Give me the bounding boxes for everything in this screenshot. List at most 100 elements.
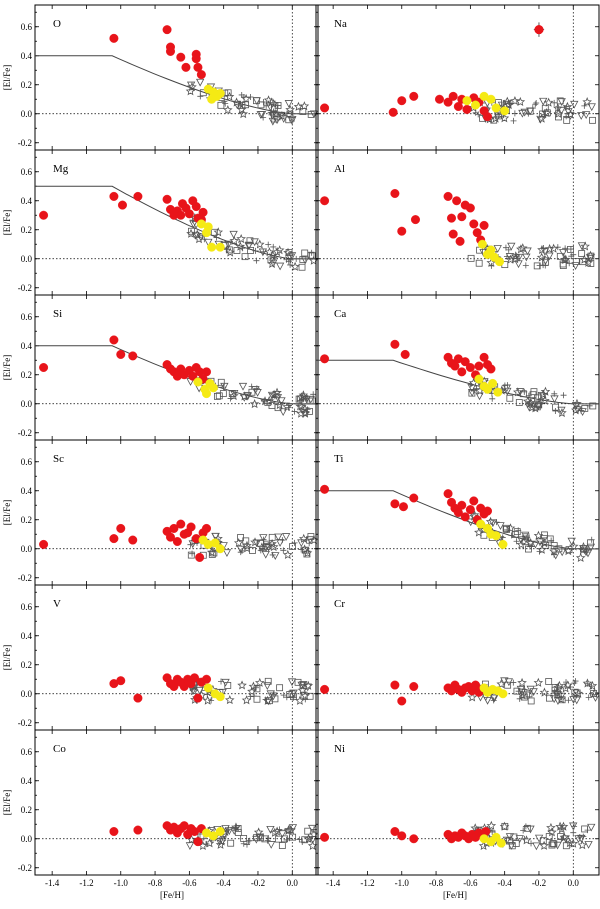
y-axis-label: [El/Fe]	[2, 500, 12, 526]
comparison-square	[556, 97, 564, 105]
error-bar-point	[534, 25, 544, 35]
red-data-point	[469, 496, 479, 506]
panel-frame	[315, 149, 600, 296]
comparison-star	[577, 840, 588, 850]
element-label: O	[53, 18, 61, 30]
comparison-star	[247, 686, 257, 696]
comparison-triangle	[466, 518, 475, 527]
comparison-triangle	[189, 220, 198, 229]
x-axis-label-left: [Fe/H]	[160, 890, 184, 900]
element-label: Ti	[334, 453, 343, 465]
comparison-cross	[508, 532, 515, 539]
red-data-point	[448, 229, 458, 239]
comparison-square	[506, 394, 514, 402]
comparison-triangle	[535, 538, 545, 547]
x-tick-label: -1.2	[79, 878, 93, 888]
red-data-point	[443, 489, 453, 499]
panel-ca: Ca	[315, 294, 600, 441]
comparison-triangle	[488, 519, 498, 528]
comparison-cross	[540, 245, 547, 252]
x-tick-label: -1.0	[395, 878, 410, 888]
comparison-square	[219, 390, 227, 397]
comparison-star	[302, 547, 313, 558]
comparison-square	[286, 110, 294, 118]
comparison-cross	[239, 547, 246, 554]
panel-ti: Ti	[315, 439, 600, 586]
red-data-point	[397, 831, 407, 841]
comparison-triangle	[467, 388, 477, 397]
comparison-cross	[581, 102, 588, 109]
y-tick-label: 0.4	[21, 341, 33, 351]
red-data-point	[109, 335, 119, 345]
red-data-point	[320, 484, 330, 494]
comparison-triangle	[569, 696, 578, 704]
comparison-cross	[285, 258, 292, 265]
comparison-triangle	[517, 536, 526, 545]
red-data-point	[193, 693, 203, 703]
comparison-square	[266, 697, 273, 705]
red-data-point	[457, 500, 467, 510]
red-data-point	[172, 537, 182, 547]
comparison-triangle	[540, 535, 549, 543]
yellow-data-point	[208, 383, 218, 393]
comparison-square	[545, 833, 553, 840]
y-tick-label: 0.4	[21, 486, 33, 496]
comparison-triangle	[515, 835, 524, 843]
x-tick-label: -0.8	[148, 878, 163, 888]
comparison-square	[581, 825, 589, 833]
yellow-data-point	[477, 239, 487, 249]
comparison-triangle	[532, 842, 541, 851]
comparison-star	[213, 227, 224, 237]
comparison-triangle	[306, 395, 315, 404]
y-tick-label: 0.2	[21, 805, 32, 815]
red-data-point	[409, 493, 419, 503]
comparison-cross	[304, 406, 311, 413]
comparison-triangle	[281, 533, 291, 541]
comparison-square	[290, 693, 297, 701]
comparison-triangle	[204, 238, 213, 247]
comparison-square	[563, 116, 571, 124]
comparison-star	[192, 229, 203, 239]
red-data-point	[455, 236, 465, 246]
y-tick-label: 0.4	[21, 196, 33, 206]
comparison-triangle	[531, 540, 540, 549]
comparison-star	[303, 833, 314, 843]
y-tick-label: 0.2	[21, 660, 32, 670]
comparison-triangle	[545, 252, 554, 261]
comparison-triangle	[225, 827, 234, 836]
comparison-cross	[271, 109, 278, 116]
red-data-point	[472, 228, 482, 238]
comparison-square	[304, 827, 312, 835]
red-data-point	[446, 213, 456, 223]
comparison-square	[210, 228, 218, 236]
comparison-triangle	[475, 392, 484, 401]
panel-o: -0.2 0.0 0.2 0.4 0.6 [El/Fe] O	[2, 4, 319, 151]
comparison-cross	[529, 105, 536, 112]
comparison-star	[515, 96, 526, 107]
comparison-star	[242, 540, 252, 550]
comparison-cross	[247, 94, 254, 101]
red-data-point	[320, 354, 330, 364]
red-data-point	[465, 203, 475, 213]
comparison-triangle	[224, 240, 233, 249]
comparison-triangle	[238, 382, 248, 391]
comparison-triangle	[266, 103, 275, 112]
comparison-triangle	[275, 262, 285, 271]
element-label: Al	[334, 163, 345, 175]
comparison-cross	[291, 539, 298, 546]
comparison-square	[512, 531, 519, 538]
comparison-triangle	[503, 387, 512, 396]
element-label: Sc	[53, 453, 64, 465]
comparison-triangle	[496, 522, 505, 530]
comparison-star	[296, 408, 306, 418]
comparison-cross	[271, 254, 278, 261]
comparison-triangle	[500, 677, 509, 686]
red-data-point	[465, 505, 475, 515]
comparison-star	[548, 243, 559, 253]
comparison-star	[505, 523, 516, 533]
red-data-point	[398, 502, 408, 512]
comparison-cross	[562, 256, 569, 263]
comparison-triangle	[516, 685, 526, 694]
red-data-point	[397, 226, 407, 236]
x-tick-label: -1.2	[360, 878, 374, 888]
